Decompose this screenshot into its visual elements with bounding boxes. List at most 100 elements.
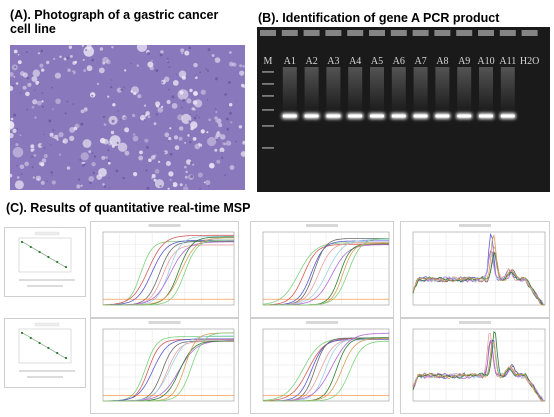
cell-cluster <box>32 69 40 77</box>
cell-cluster <box>177 114 184 121</box>
cell-cluster <box>130 90 133 93</box>
cell-nucleus <box>190 155 192 157</box>
pcr-product-band-core <box>348 114 363 118</box>
cell-cluster <box>214 148 218 152</box>
cell-nucleus <box>26 108 29 111</box>
cell-cluster <box>103 123 107 126</box>
cell-nucleus <box>147 52 150 55</box>
cell-nucleus <box>171 95 175 99</box>
cell-cluster <box>238 125 243 129</box>
cell-nucleus <box>146 186 150 190</box>
cell-cluster <box>86 65 93 72</box>
cell-cluster <box>16 176 20 179</box>
cell-clusters <box>10 45 245 190</box>
cell-nucleus <box>43 147 46 149</box>
cell-cluster <box>69 135 75 141</box>
melting-curves-bottom <box>412 321 546 402</box>
cell-cluster <box>10 132 14 139</box>
cell-nucleus <box>198 116 200 119</box>
gel-well <box>521 30 538 36</box>
cell-cluster <box>58 132 64 138</box>
cell-nucleus <box>221 151 223 154</box>
melting-curve-plot-bottom <box>400 318 550 414</box>
cell-nucleus <box>92 171 96 175</box>
cell-cluster <box>84 107 88 111</box>
cell-cluster <box>10 72 14 77</box>
lane-smear <box>370 67 384 113</box>
marker-band <box>262 147 274 149</box>
cell-nucleus <box>207 48 211 52</box>
cell-cluster <box>173 135 179 140</box>
cell-nucleus <box>168 140 170 142</box>
cell-cluster <box>10 85 14 91</box>
cell-cluster <box>174 145 180 150</box>
cell-nucleus <box>79 159 82 161</box>
cell-cluster <box>190 126 194 131</box>
cell-cluster <box>80 152 89 161</box>
cell-cluster <box>33 154 37 157</box>
cell-cluster <box>96 174 103 180</box>
cell-nucleus <box>89 181 92 184</box>
cell-cluster <box>216 118 222 124</box>
pcr-product-band-core <box>282 114 297 118</box>
cell-nucleus <box>64 112 67 115</box>
plot-header-bar <box>148 224 181 227</box>
cell-nucleus <box>145 169 148 172</box>
cell-cluster <box>209 162 215 169</box>
cell-nucleus <box>168 88 170 91</box>
melting-curves-top <box>412 224 546 306</box>
cell-nucleus <box>16 128 19 130</box>
cell-nucleus <box>109 187 111 189</box>
marker-band <box>262 83 274 85</box>
cell-cluster <box>51 180 56 185</box>
cell-nucleus <box>166 60 170 64</box>
cell-cluster <box>19 164 25 170</box>
melting-curve-plot-top <box>400 221 550 318</box>
cell-cluster <box>163 76 170 83</box>
cell-nucleus <box>111 119 115 123</box>
amplification-curve <box>263 238 389 306</box>
cell-cluster <box>41 68 45 72</box>
cell-nucleus <box>159 185 162 188</box>
cell-cluster <box>102 138 109 145</box>
cell-cluster <box>96 82 100 85</box>
cell-cluster <box>240 151 245 157</box>
cell-nucleus <box>13 113 17 117</box>
melting-curve <box>412 250 545 306</box>
cell-cluster <box>153 178 157 182</box>
cell-nucleus <box>14 66 17 69</box>
cell-cluster <box>22 72 28 78</box>
cell-cluster <box>153 154 157 158</box>
pcr-product-band-core <box>479 114 493 118</box>
lane-label: A3 <box>327 56 339 67</box>
cell-cluster <box>184 50 190 56</box>
cell-cluster <box>36 100 42 106</box>
amplification-curve <box>102 336 234 402</box>
gel-well <box>478 30 494 36</box>
cell-cluster <box>111 46 114 49</box>
cell-cluster <box>105 156 108 159</box>
cell-cluster <box>53 134 59 140</box>
melting-curve <box>412 339 545 402</box>
cell-nucleus <box>215 108 217 110</box>
cell-cluster <box>193 91 198 96</box>
lane-label: A9 <box>458 56 470 67</box>
cell-cluster <box>205 179 211 186</box>
cell-cluster <box>22 85 27 90</box>
cell-cluster <box>151 59 153 62</box>
cell-cluster <box>239 70 245 76</box>
plot-header-bar <box>306 224 338 227</box>
cell-nucleus <box>199 71 202 74</box>
cell-cluster <box>151 174 156 178</box>
plot-header-bar <box>148 321 181 324</box>
cell-cluster <box>229 51 232 54</box>
standard-point <box>64 265 68 269</box>
cell-cluster <box>211 54 215 57</box>
lane-label: A11 <box>499 56 516 67</box>
cell-cluster <box>52 136 54 139</box>
lane-smear <box>348 67 363 113</box>
cell-nucleus <box>226 117 229 121</box>
gel-well <box>434 30 451 36</box>
cell-nucleus <box>107 159 110 162</box>
cell-nucleus <box>111 100 113 102</box>
